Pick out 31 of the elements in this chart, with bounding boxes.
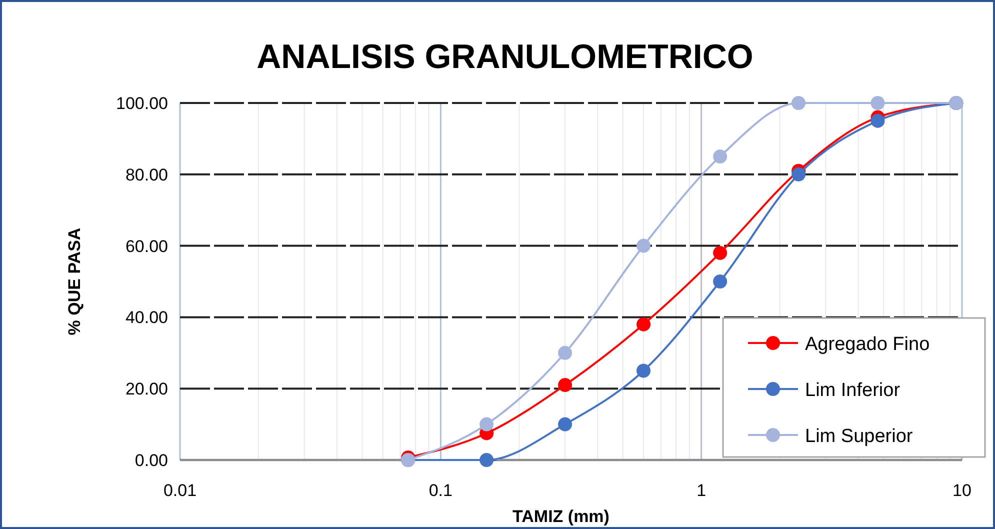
point [870,114,885,128]
point [636,238,651,253]
legend-label: Lim Superior [805,426,914,447]
y-tick-label: 60.00 [125,236,168,256]
point [636,317,651,332]
legend-label: Lim Inferior [805,380,901,401]
y-tick-label: 80.00 [125,165,168,184]
y-tick-label: 100.00 [116,94,168,113]
point [558,346,572,360]
chart-title: ANALISIS GRANULOMETRICO [256,38,754,76]
point [713,274,728,288]
point [558,378,572,392]
point [792,167,806,182]
y-tick-label: 20.00 [125,380,168,399]
legend-label: Agregado Fino [805,334,930,355]
x-tick-label: 10 [952,481,972,500]
x-tick-label: 0.01 [163,481,197,500]
x-tick-label: 0.1 [428,481,452,500]
y-axis-title: % QUE PASA [65,228,84,336]
point [870,96,885,110]
y-tick-label: 0.00 [134,451,168,470]
x-tick-label: 1 [696,481,706,500]
point [558,417,572,432]
point [713,246,728,260]
y-tick-label: 40.00 [125,308,168,328]
point [480,453,494,467]
point [480,417,494,432]
point [636,364,651,378]
x-axis-title: TAMIZ (mm) [512,507,610,526]
point [713,150,728,164]
point [792,96,806,110]
